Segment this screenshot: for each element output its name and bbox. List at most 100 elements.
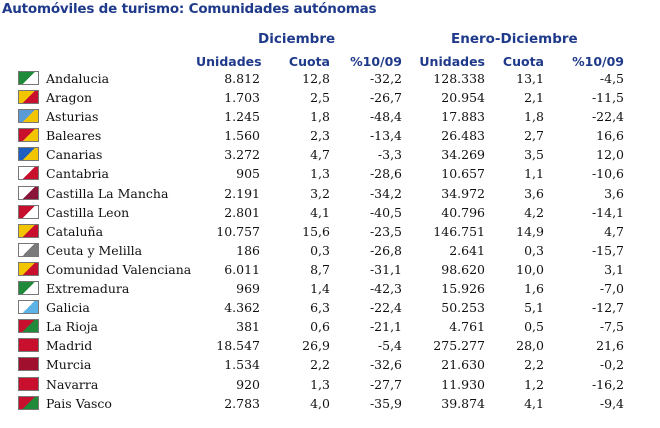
dic-unidades-cell: 969 xyxy=(236,281,260,297)
dic-cuota-cell: 1,3 xyxy=(310,376,330,392)
region-name: Pais Vasco xyxy=(46,395,112,411)
col-header-unidades-dic: Unidades xyxy=(196,54,262,69)
region-name: Navarra xyxy=(46,376,99,392)
ene-unidades-cell: 98.620 xyxy=(441,261,485,277)
table-row: Murcia 1.534 2,2 -32,6 21.630 2,2 -0,2 xyxy=(0,355,660,374)
dic-cuota-cell: 2,3 xyxy=(310,128,330,144)
dic-unidades-cell: 2.801 xyxy=(224,204,260,220)
dic-unidades-cell: 1.534 xyxy=(224,357,260,373)
table-row: Castilla La Mancha 2.191 3,2 -34,2 34.972 3,6… xyxy=(0,184,660,203)
cantabria-flag-icon xyxy=(18,166,39,181)
ene-unidades-cell: 34.972 xyxy=(441,185,485,201)
ene-unidades-cell: 146.751 xyxy=(433,223,485,239)
dic-variacion-cell: -27,7 xyxy=(369,376,402,392)
table-row: Andalucia 8.812 12,8 -32,2 128.338 13,1 -4,5 xyxy=(0,69,660,88)
ene-variacion-cell: -9,4 xyxy=(599,395,624,411)
ene-variacion-cell: -14,1 xyxy=(591,204,624,220)
ene-unidades-cell: 275.277 xyxy=(433,338,485,354)
region-name: Ceuta y Melilla xyxy=(46,242,143,258)
dic-variacion-cell: -5,4 xyxy=(377,338,402,354)
dic-cuota-cell: 4,0 xyxy=(310,395,330,411)
region-name: Castilla Leon xyxy=(46,204,130,220)
ene-unidades-cell: 10.657 xyxy=(441,166,485,182)
dic-unidades-cell: 1.560 xyxy=(224,128,260,144)
dic-cuota-cell: 1,4 xyxy=(310,281,330,297)
dic-variacion-cell: -13,4 xyxy=(369,128,402,144)
andalucia-flag-icon xyxy=(18,71,39,85)
canarias-flag-icon xyxy=(18,147,39,162)
ene-unidades-cell: 17.883 xyxy=(441,109,485,125)
navarra-flag-icon xyxy=(18,376,39,391)
group-header-enero-diciembre: Enero-Diciembre xyxy=(451,31,578,47)
region-name: Aragon xyxy=(46,90,93,106)
region-name: La Rioja xyxy=(46,319,98,335)
ene-cuota-cell: 0,3 xyxy=(524,242,544,258)
ene-unidades-cell: 26.483 xyxy=(441,128,485,144)
dic-variacion-cell: -48,4 xyxy=(369,109,402,125)
dic-variacion-cell: -40,5 xyxy=(369,204,402,220)
dic-cuota-cell: 15,6 xyxy=(302,223,330,239)
dic-cuota-cell: 1,3 xyxy=(310,166,330,182)
ene-cuota-cell: 2,7 xyxy=(524,128,544,144)
table-row: Aragon 1.703 2,5 -26,7 20.954 2,1 -11,5 xyxy=(0,88,660,107)
dic-unidades-cell: 2.783 xyxy=(224,395,260,411)
dic-cuota-cell: 8,7 xyxy=(310,261,330,277)
dic-cuota-cell: 0,3 xyxy=(310,242,330,258)
dic-variacion-cell: -3,3 xyxy=(377,147,402,163)
ene-variacion-cell: -22,4 xyxy=(591,109,624,125)
region-name: Galicia xyxy=(46,300,90,316)
la-rioja-flag-icon xyxy=(18,319,39,334)
ene-cuota-cell: 10,0 xyxy=(516,261,544,277)
ene-cuota-cell: 1,2 xyxy=(524,376,544,392)
ene-unidades-cell: 4.761 xyxy=(449,319,485,335)
dic-unidades-cell: 186 xyxy=(236,242,260,258)
ene-cuota-cell: 13,1 xyxy=(516,71,544,86)
dic-variacion-cell: -34,2 xyxy=(369,185,402,201)
valencia-flag-icon xyxy=(18,261,39,276)
dic-variacion-cell: -26,7 xyxy=(369,90,402,106)
col-header-unidades-ene: Unidades xyxy=(419,54,485,69)
table-row: Navarra 920 1,3 -27,7 11.930 1,2 -16,2 xyxy=(0,375,660,394)
dic-variacion-cell: -21,1 xyxy=(369,319,402,335)
dic-cuota-cell: 2,5 xyxy=(310,90,330,106)
dic-variacion-cell: -23,5 xyxy=(369,223,402,239)
col-header-var-ene: %10/09 xyxy=(572,54,624,69)
ene-variacion-cell: -7,0 xyxy=(599,281,624,297)
extremadura-flag-icon xyxy=(18,281,39,296)
castilla-leon-flag-icon xyxy=(18,204,39,219)
ene-cuota-cell: 1,8 xyxy=(524,109,544,125)
ene-variacion-cell: -16,2 xyxy=(591,376,624,392)
ene-variacion-cell: -7,5 xyxy=(599,319,624,335)
dic-variacion-cell: -31,1 xyxy=(369,261,402,277)
ene-unidades-cell: 11.930 xyxy=(441,376,485,392)
dic-variacion-cell: -32,2 xyxy=(369,71,402,86)
ene-cuota-cell: 1,1 xyxy=(524,166,544,182)
page-title: Automóviles de turismo: Comunidades autó… xyxy=(2,1,377,17)
ene-unidades-cell: 40.796 xyxy=(441,204,485,220)
dic-unidades-cell: 905 xyxy=(236,166,260,182)
ene-cuota-cell: 5,1 xyxy=(524,300,544,316)
cataluna-flag-icon xyxy=(18,223,39,238)
ene-unidades-cell: 20.954 xyxy=(441,90,485,106)
ene-cuota-cell: 28,0 xyxy=(516,338,544,354)
ene-cuota-cell: 3,5 xyxy=(524,147,544,163)
data-table: Andalucia 8.812 12,8 -32,2 128.338 13,1 -4,5 Ar… xyxy=(0,69,660,413)
table-row: Canarias 3.272 4,7 -3,3 34.269 3,5 12,0 xyxy=(0,145,660,164)
table-row: Comunidad Valenciana 6.011 8,7 -31,1 98.620 1… xyxy=(0,260,660,279)
ene-variacion-cell: -15,7 xyxy=(591,242,624,258)
ene-unidades-cell: 21.630 xyxy=(441,357,485,373)
ene-cuota-cell: 14,9 xyxy=(516,223,544,239)
dic-cuota-cell: 6,3 xyxy=(310,300,330,316)
region-name: Extremadura xyxy=(46,281,130,297)
ene-cuota-cell: 4,2 xyxy=(524,204,544,220)
dic-variacion-cell: -42,3 xyxy=(369,281,402,297)
aragon-flag-icon xyxy=(18,90,39,105)
table-row: Galicia 4.362 6,3 -22,4 50.253 5,1 -12,7 xyxy=(0,298,660,317)
ene-variacion-cell: -0,2 xyxy=(599,357,624,373)
dic-unidades-cell: 1.245 xyxy=(224,109,260,125)
col-header-var-dic: %10/09 xyxy=(350,54,402,69)
castilla-la-mancha-flag-icon xyxy=(18,185,39,200)
dic-cuota-cell: 4,1 xyxy=(310,204,330,220)
ene-cuota-cell: 2,2 xyxy=(524,357,544,373)
col-header-cuota-dic: Cuota xyxy=(288,54,330,69)
